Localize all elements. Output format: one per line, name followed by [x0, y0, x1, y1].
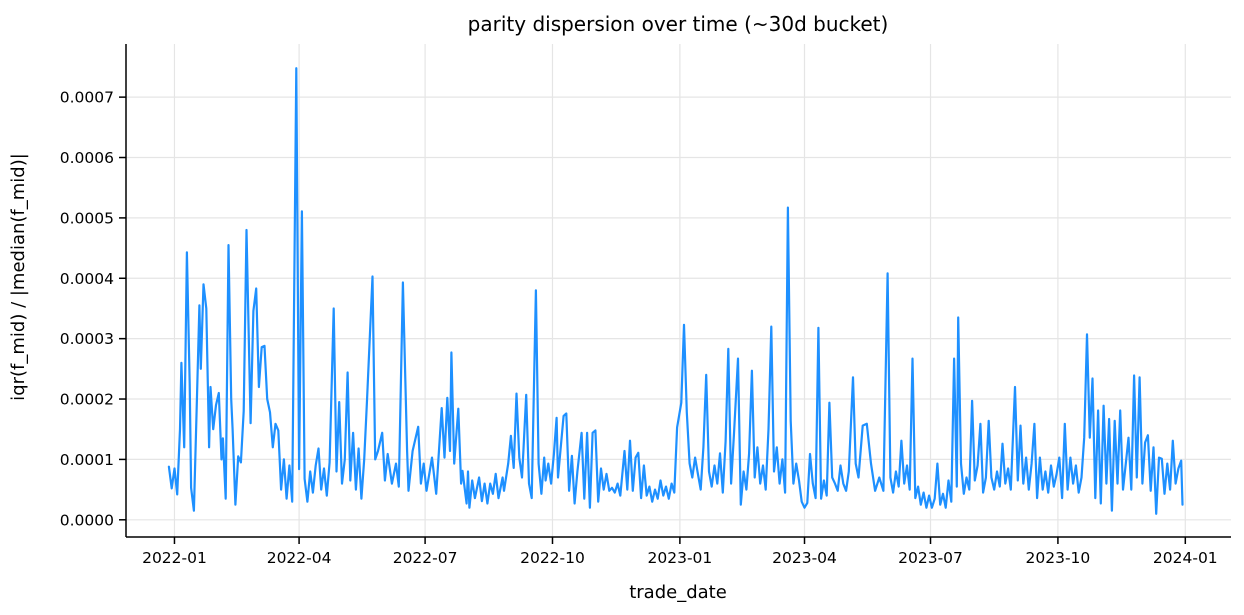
- y-tick-label: 0.0005: [60, 209, 114, 227]
- gridlines: [126, 44, 1231, 537]
- axes-spines: [125, 44, 1231, 538]
- series-line-parity-dispersion: [167, 67, 1184, 515]
- x-tick-label: 2023-07: [898, 549, 963, 567]
- x-tick-label: 2023-10: [1026, 549, 1091, 567]
- x-tick-label: 2022-04: [267, 549, 332, 567]
- y-tick-label: 0.0007: [60, 89, 114, 107]
- y-tick-label: 0.0001: [60, 451, 114, 469]
- x-tick-label: 2022-10: [520, 549, 585, 567]
- x-tick-label: 2023-01: [648, 549, 713, 567]
- y-tick-label: 0.0002: [60, 391, 114, 409]
- y-tick-label: 0.0003: [60, 330, 114, 348]
- x-tick-label: 2024-01: [1153, 549, 1218, 567]
- x-tick-label: 2023-04: [772, 549, 837, 567]
- tick-marks: [119, 96, 1187, 544]
- x-tick-label: 2022-07: [393, 549, 458, 567]
- y-axis-label: iqr(f_mid) / |median(f_mid)|: [8, 153, 29, 401]
- y-tick-label: 0.0004: [60, 270, 114, 288]
- x-axis-label: trade_date: [629, 582, 727, 603]
- chart-title: parity dispersion over time (~30d bucket…: [468, 12, 889, 36]
- tick-labels: 2022-01 2022-04 2022-07 2022-10 2023-01 2023-…: [60, 89, 1218, 567]
- y-tick-label: 0.0000: [60, 511, 114, 529]
- y-tick-label: 0.0006: [60, 149, 114, 167]
- x-tick-label: 2022-01: [142, 549, 207, 567]
